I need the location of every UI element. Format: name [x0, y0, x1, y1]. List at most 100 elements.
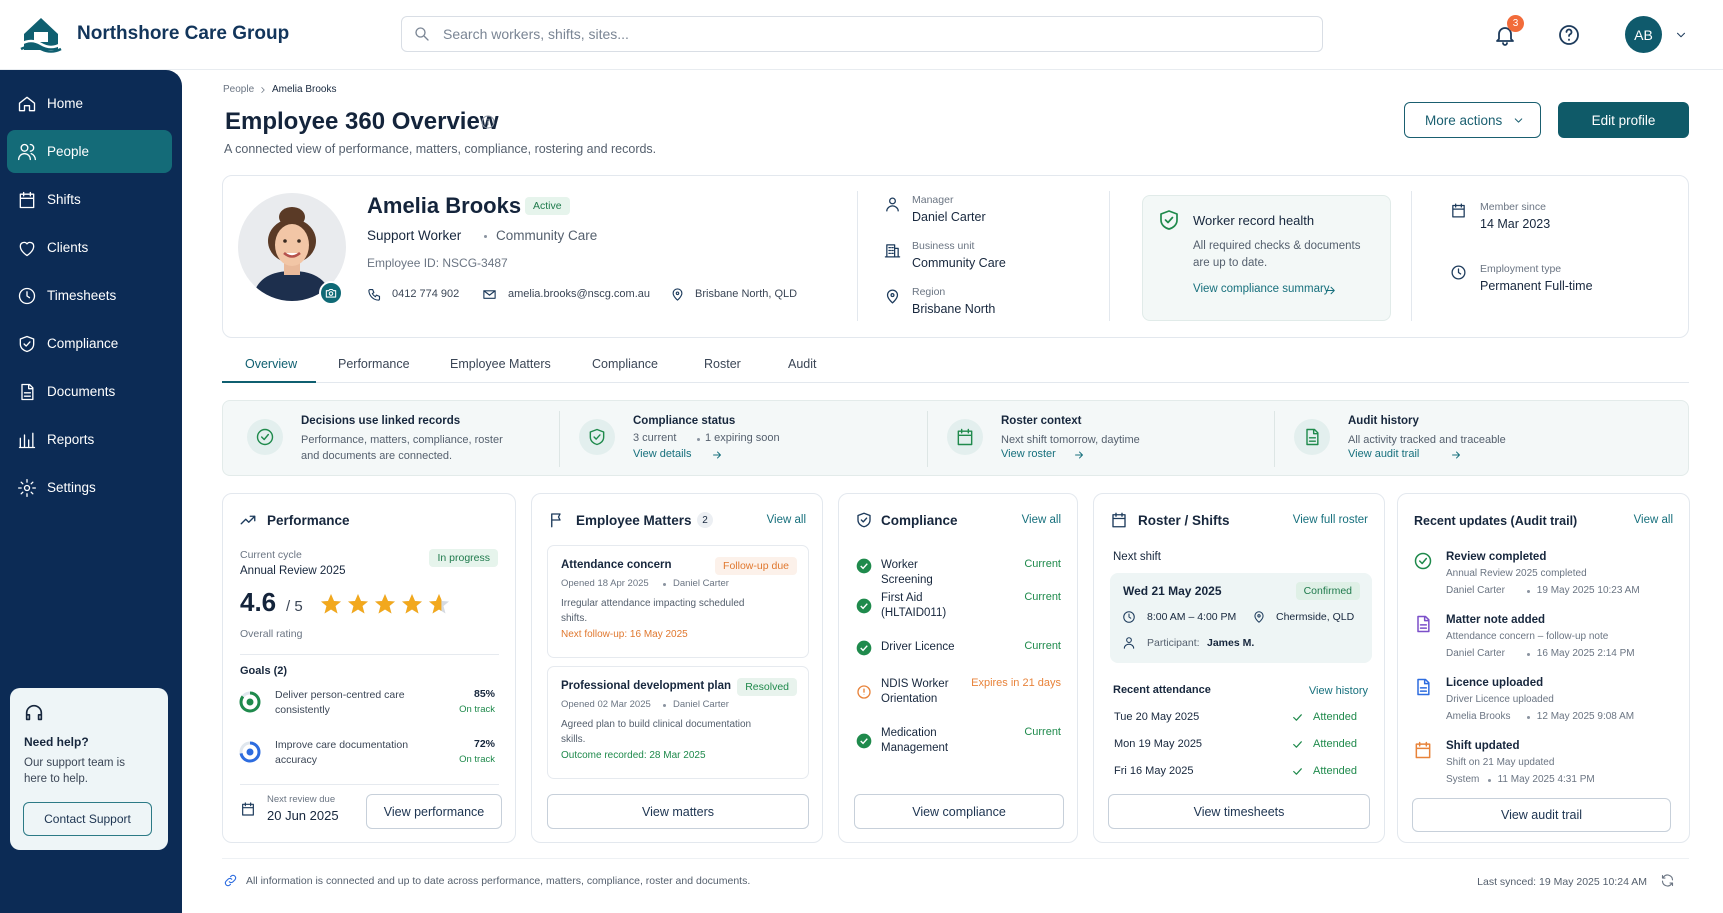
- summary-link[interactable]: View audit trail: [1348, 448, 1420, 460]
- decoration: [1254, 611, 1264, 623]
- summary-link[interactable]: View details: [633, 448, 692, 460]
- breadcrumb-item[interactable]: People: [223, 84, 255, 95]
- tab[interactable]: Performance: [338, 357, 410, 371]
- decoration: [860, 603, 868, 610]
- decoration: [1514, 118, 1523, 123]
- health-link[interactable]: View compliance summary: [1193, 283, 1330, 295]
- tab[interactable]: Employee Matters: [450, 357, 551, 371]
- edit-profile-button[interactable]: Edit profile: [1558, 102, 1689, 138]
- rating-scale: / 5: [286, 598, 303, 615]
- nav-item[interactable]: Documents: [47, 384, 116, 399]
- tab[interactable]: Audit: [788, 357, 817, 371]
- status-badge: Resolved: [737, 678, 797, 696]
- history-link[interactable]: View history: [1308, 685, 1368, 697]
- card-title: Employee Matters: [576, 513, 692, 528]
- nav-item[interactable]: Home: [47, 96, 84, 111]
- detail-value: Brisbane North: [912, 302, 996, 316]
- view-all-link[interactable]: View all: [766, 514, 806, 526]
- view-all-link[interactable]: View all: [1021, 514, 1061, 526]
- decoration: [19, 191, 35, 209]
- icon-check: [1293, 714, 1302, 721]
- icon-camera: [325, 288, 337, 298]
- review-label: Next review due: [267, 794, 336, 805]
- nav-item[interactable]: Clients: [47, 240, 89, 255]
- search-box[interactable]: Search workers, shifts, sites...: [401, 16, 1323, 52]
- button[interactable]: View performance: [366, 794, 502, 829]
- footer-divider: [222, 858, 1689, 859]
- decoration: [1293, 714, 1302, 721]
- user-avatar[interactable]: AB: [1625, 16, 1662, 53]
- tab[interactable]: Overview: [245, 357, 298, 371]
- shift-date: Wed 21 May 2025: [1123, 584, 1222, 598]
- recent-card: Recent updates (Audit trail) View all Revi…: [1397, 493, 1690, 843]
- button[interactable]: View timesheets: [1108, 794, 1370, 829]
- star-fill: [402, 594, 422, 614]
- rating-value: 4.6: [240, 587, 277, 617]
- icon-heart: [19, 241, 35, 257]
- nav-item[interactable]: Shifts: [47, 192, 81, 207]
- tab-underline: [222, 381, 316, 383]
- nav-item[interactable]: Reports: [47, 432, 95, 447]
- update-text: Shift on 21 May updated: [1446, 757, 1555, 768]
- matter-item[interactable]: Professional development plan Resolved Ope…: [547, 666, 809, 779]
- health-title: Worker record health: [1193, 213, 1315, 228]
- update-time: 12 May 2025 9:08 AM: [1536, 711, 1635, 722]
- matter-owner: Daniel Carter: [673, 699, 729, 710]
- tab[interactable]: Compliance: [592, 357, 659, 371]
- summary-link[interactable]: View roster: [1001, 448, 1056, 460]
- footer-note: All information is connected and up to d…: [246, 875, 751, 887]
- summary-text: All activity tracked and traceable: [1348, 434, 1506, 446]
- matter-item[interactable]: Attendance concern Follow-up due Opened 18…: [547, 545, 809, 658]
- icon-calendar: [1452, 203, 1465, 218]
- icon-arrow: [1452, 451, 1460, 459]
- decoration: [672, 288, 683, 301]
- tab[interactable]: Roster: [704, 357, 741, 371]
- star-fill: [321, 594, 341, 614]
- card-title: Compliance: [881, 513, 958, 528]
- summary-title: Decisions use linked records: [301, 415, 461, 427]
- goal-progress: [239, 691, 261, 713]
- icon-doc: [1417, 615, 1430, 633]
- compliance-status: Current: [1024, 640, 1061, 652]
- icon-clock: [1451, 265, 1466, 280]
- decoration: [18, 143, 36, 161]
- decoration: [856, 733, 872, 749]
- decoration: [1661, 874, 1674, 887]
- separator-dot: [663, 704, 666, 707]
- performance-card: Performance Current cycle Annual Review 20…: [222, 493, 516, 843]
- icon-check: [1293, 768, 1302, 775]
- view-roster-link[interactable]: View full roster: [1292, 514, 1368, 526]
- divider: [857, 191, 858, 321]
- card-title: Performance: [267, 513, 350, 528]
- decoration: [886, 197, 899, 212]
- icon-shield: [19, 335, 35, 353]
- detail-value: Community Care: [912, 256, 1006, 270]
- goal-progress: [239, 741, 261, 763]
- divider: [1109, 191, 1110, 321]
- nav-item[interactable]: Settings: [47, 480, 96, 495]
- button[interactable]: View compliance: [854, 794, 1064, 829]
- shift-box[interactable]: Wed 21 May 2025 Confirmed 8:00 AM – 4:00 P…: [1110, 573, 1372, 663]
- star-fill: [429, 594, 442, 614]
- notification-badge[interactable]: 3: [1507, 15, 1524, 32]
- decoration: [1306, 428, 1319, 446]
- button[interactable]: View audit trail: [1412, 798, 1671, 832]
- camera-button[interactable]: [319, 281, 343, 305]
- sidebar: Home People Shifts Clients Timesheets Complia…: [0, 70, 182, 913]
- nav-item[interactable]: People: [47, 144, 90, 159]
- button[interactable]: Contact Support: [23, 802, 152, 836]
- view-all-link[interactable]: View all: [1633, 514, 1673, 526]
- nav-item[interactable]: Timesheets: [47, 288, 117, 303]
- decoration: [1414, 552, 1432, 570]
- nav-item[interactable]: Compliance: [47, 336, 119, 351]
- nav-active: [7, 130, 172, 173]
- help-text: Our support team is here to help.: [24, 757, 125, 785]
- more-actions-button[interactable]: More actions: [1404, 102, 1541, 138]
- update-time: 16 May 2025 2:14 PM: [1536, 648, 1635, 659]
- email[interactable]: amelia.brooks@nscg.com.au: [508, 288, 651, 300]
- goal-text: Improve care documentation accuracy: [275, 739, 409, 766]
- update-title: Shift updated: [1446, 740, 1520, 752]
- decoration: [856, 640, 872, 656]
- button[interactable]: View matters: [547, 794, 809, 829]
- decoration: [19, 335, 35, 353]
